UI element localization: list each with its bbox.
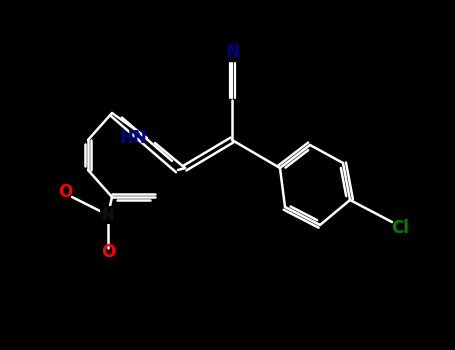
Text: O: O [101,243,115,261]
Text: N: N [101,208,114,223]
Text: Cl: Cl [391,219,409,237]
Text: HN: HN [119,129,147,147]
Text: O: O [58,183,72,201]
Text: N: N [225,43,239,61]
